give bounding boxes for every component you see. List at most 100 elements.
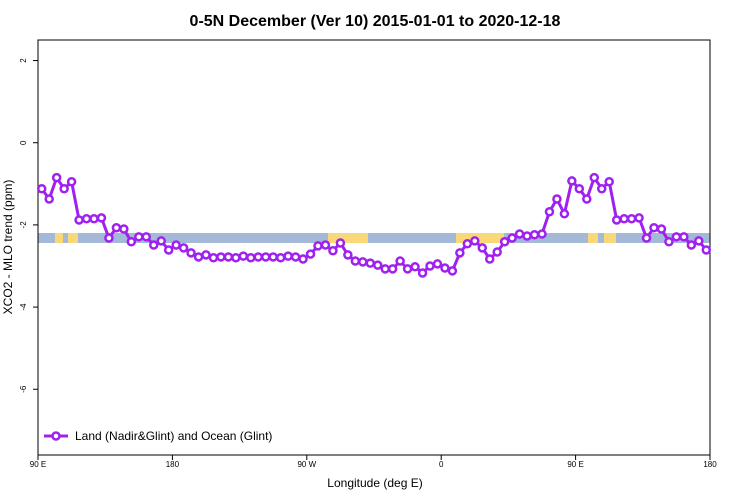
data-point — [111, 223, 122, 233]
data-point — [223, 252, 234, 262]
data-point — [455, 248, 465, 258]
data-point — [387, 264, 398, 274]
y-tick-label: -2 — [19, 221, 28, 229]
data-point — [641, 233, 652, 243]
data-point — [119, 224, 129, 234]
data-point — [372, 260, 383, 270]
data-point — [477, 243, 488, 253]
data-point — [104, 233, 114, 243]
data-point — [582, 194, 592, 204]
data-point — [246, 253, 256, 263]
data-point — [626, 213, 637, 224]
legend-label: Land (Nadir&Glint) and Ocean (Glint) — [75, 429, 272, 443]
data-point — [283, 251, 293, 261]
data-point — [634, 213, 644, 223]
data-point — [649, 223, 659, 233]
data-point — [163, 245, 174, 255]
data-point — [320, 240, 331, 250]
data-point — [216, 252, 226, 262]
y-tick-label: -4 — [19, 303, 28, 311]
data-point — [96, 213, 107, 223]
data-point — [59, 183, 69, 194]
data-point — [268, 252, 278, 262]
data-point — [492, 247, 502, 257]
data-point — [447, 266, 458, 276]
x-tick-label: 180 — [166, 460, 180, 469]
data-point — [231, 253, 241, 263]
data-point — [470, 236, 480, 246]
data-point — [81, 213, 92, 224]
data-point — [141, 232, 152, 242]
data-point — [537, 229, 547, 239]
y-tick-label: -6 — [19, 385, 28, 393]
data-point — [51, 172, 62, 183]
data-point — [507, 233, 517, 243]
data-point — [350, 256, 361, 266]
data-point — [679, 232, 689, 242]
data-point — [432, 259, 443, 269]
data-point — [126, 236, 137, 247]
data-point — [574, 183, 585, 194]
x-tick-label: 90 W — [297, 460, 316, 469]
data-point — [529, 230, 540, 240]
data-point — [74, 215, 84, 225]
data-point — [201, 250, 211, 260]
data-point — [567, 176, 577, 186]
data-point — [178, 243, 189, 253]
data-point — [44, 194, 54, 204]
data-point — [171, 240, 181, 250]
data-point — [559, 209, 570, 219]
data-point — [290, 252, 301, 262]
data-point — [589, 172, 600, 183]
data-point — [148, 240, 159, 250]
data-point — [365, 258, 376, 268]
data-point — [156, 236, 166, 246]
data-point — [686, 240, 697, 250]
data-point — [484, 254, 495, 264]
data-point — [552, 194, 562, 204]
data-point — [335, 238, 346, 248]
x-tick-label: 90 E — [30, 460, 46, 469]
data-point — [358, 257, 368, 267]
x-axis-label: Longitude (deg E) — [327, 476, 422, 490]
data-point — [186, 248, 196, 258]
data-point — [694, 236, 704, 246]
data-point — [208, 253, 219, 263]
data-point — [425, 261, 435, 271]
x-tick-label: 90 E — [567, 460, 583, 469]
data-point — [604, 177, 614, 187]
data-point — [522, 231, 532, 241]
legend-marker — [51, 431, 61, 441]
data-point — [410, 262, 420, 272]
data-point — [66, 177, 77, 187]
data-point — [193, 252, 204, 262]
data-point — [328, 246, 338, 256]
land-ocean-band — [38, 233, 710, 243]
y-axis-label: XCO2 - MLO trend (ppm) — [1, 180, 15, 315]
x-tick-label: 0 — [439, 460, 444, 469]
data-point — [619, 213, 629, 224]
data-point — [253, 252, 264, 262]
data-point — [238, 251, 249, 261]
data-point — [36, 183, 47, 194]
data-point — [440, 263, 450, 273]
data-point — [499, 236, 510, 247]
chart-title: 0-5N December (Ver 10) 2015-01-01 to 202… — [190, 13, 561, 30]
data-point — [298, 254, 308, 264]
data-point — [514, 229, 525, 239]
data-point — [544, 207, 555, 217]
x-tick-label: 180 — [703, 460, 717, 469]
plot-frame — [37, 39, 711, 456]
data-point — [664, 236, 674, 247]
data-point — [395, 256, 405, 266]
data-point — [305, 249, 316, 259]
y-tick-label: 2 — [19, 58, 28, 63]
data-point — [656, 224, 667, 234]
data-point — [260, 252, 271, 262]
y-tick-label: 0 — [19, 140, 28, 145]
data-point — [89, 213, 99, 224]
data-point — [313, 241, 323, 251]
data-point — [380, 264, 390, 274]
data-point — [417, 268, 428, 278]
